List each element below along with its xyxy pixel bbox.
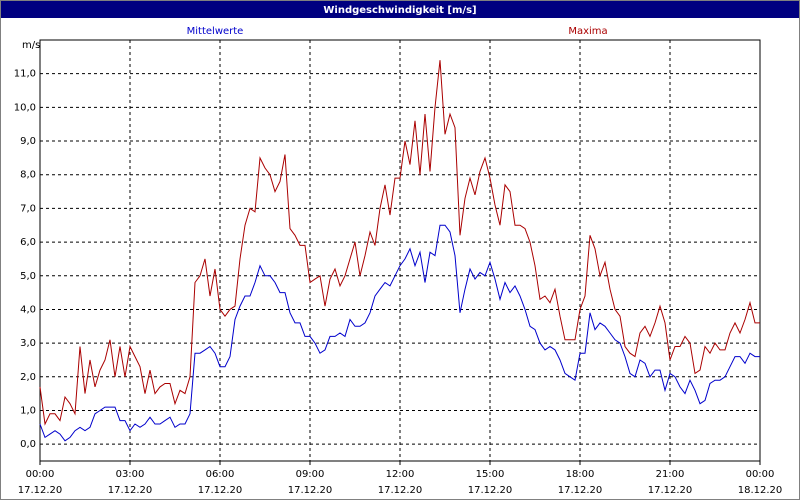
x-tick-date: 17.12.20 [648, 485, 693, 496]
legend-entry: Maxima [568, 26, 607, 37]
y-tick-label: 8,0 [20, 170, 36, 181]
x-tick-date: 17.12.20 [558, 485, 603, 496]
x-tick-date: 17.12.20 [468, 485, 513, 496]
x-tick-label: 15:00 [476, 469, 505, 480]
x-tick-label: 21:00 [656, 469, 685, 480]
chart-title: Windgeschwindigkeit [m/s] [323, 5, 476, 16]
y-tick-label: 3,0 [20, 338, 36, 349]
y-tick-label: 4,0 [20, 304, 36, 315]
x-tick-date: 17.12.20 [198, 485, 243, 496]
x-tick-date: 17.12.20 [378, 485, 423, 496]
y-unit: m/s [22, 40, 40, 51]
x-tick-label: 03:00 [116, 469, 145, 480]
y-tick-label: 5,0 [20, 271, 36, 282]
x-tick-date: 17.12.20 [108, 485, 153, 496]
title-bar [1, 1, 799, 18]
x-tick-label: 18:00 [566, 469, 595, 480]
y-tick-label: 10,0 [14, 102, 36, 113]
x-tick-date: 17.12.20 [288, 485, 333, 496]
x-tick-label: 00:00 [746, 469, 775, 480]
x-tick-label: 12:00 [386, 469, 415, 480]
y-tick-label: 2,0 [20, 372, 36, 383]
y-tick-label: 6,0 [20, 237, 36, 248]
y-tick-label: 11,0 [14, 69, 36, 80]
legend-entry: Mittelwerte [187, 26, 244, 37]
y-tick-label: 9,0 [20, 136, 36, 147]
x-tick-date: 17.12.20 [18, 485, 63, 496]
series-line [39, 60, 760, 426]
x-tick-label: 06:00 [206, 469, 235, 480]
x-tick-label: 09:00 [296, 469, 325, 480]
x-tick-label: 00:00 [26, 469, 55, 480]
x-tick-date: 18.12.20 [738, 485, 783, 496]
y-tick-label: 1,0 [20, 405, 36, 416]
y-tick-label: 7,0 [20, 203, 36, 214]
y-tick-label: 0,0 [20, 439, 36, 450]
series-line [39, 224, 760, 442]
